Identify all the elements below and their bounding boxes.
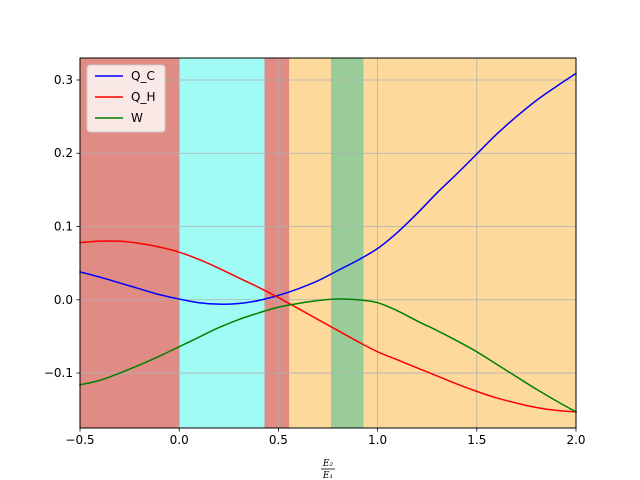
y-tick-label: 0.2: [54, 146, 73, 160]
y-tick-label: 0.1: [54, 220, 73, 234]
legend-label-qh: Q_H: [131, 90, 155, 104]
x-tick-label: 0.5: [269, 433, 288, 447]
x-axis-label-numerator: E₂: [322, 459, 334, 469]
x-axis-label: E₂ E₁: [321, 459, 335, 480]
shaded-region-5: [363, 58, 576, 428]
legend: Q_C Q_H W: [86, 64, 166, 133]
shaded-region-2: [264, 58, 290, 428]
x-tick-label: −0.5: [65, 433, 94, 447]
x-tick-label: 1.0: [368, 433, 387, 447]
shaded-region-3: [289, 58, 331, 428]
series-line-q-h: [79, 240, 577, 413]
y-axis-ticks: −0.1 0.0 0.1 0.2 0.3: [44, 73, 80, 380]
series-line-w: [79, 298, 578, 413]
legend-label-qc: Q_C: [131, 69, 155, 83]
shaded-region-4: [330, 58, 364, 428]
y-tick-label: 0.0: [54, 293, 73, 307]
shaded-region-1: [179, 58, 265, 428]
legend-box: [86, 64, 166, 133]
x-axis-ticks: −0.5 0.0 0.5 1.0 1.5 2.0: [65, 428, 586, 447]
x-tick-label: 2.0: [566, 433, 585, 447]
x-tick-label: 1.5: [467, 433, 486, 447]
x-tick-label: 0.0: [170, 433, 189, 447]
legend-label-w: W: [131, 111, 143, 125]
series-lines: [79, 72, 578, 413]
series-line-q-c: [79, 72, 578, 305]
plot-frame: [79, 57, 577, 429]
x-axis-label-denominator: E₁: [322, 471, 333, 480]
y-tick-label: 0.3: [54, 73, 73, 87]
y-tick-label: −0.1: [44, 366, 73, 380]
